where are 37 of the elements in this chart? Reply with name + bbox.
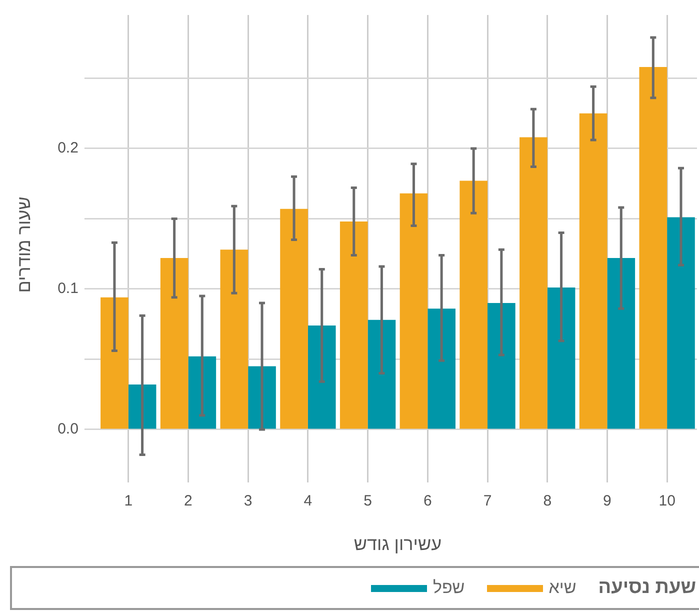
x-tick-label: 6 [423,492,432,510]
bar [460,180,488,429]
bar [520,137,548,429]
bar [368,320,396,429]
x-tick-label: 9 [603,492,612,510]
bar [248,366,276,429]
x-tick-label: 5 [364,492,372,510]
legend-label: שיא [548,578,576,598]
y-tick-label: 0.2 [58,140,78,157]
x-tick-label: 8 [543,492,552,510]
x-tick-label: 1 [124,492,133,510]
bar [579,113,608,429]
x-tick-label: 2 [184,492,192,510]
x-axis-title: עשירון גודש [354,534,442,554]
y-tick-label: 0.0 [58,420,78,438]
bar [400,193,428,429]
bar [220,250,248,429]
bar [547,288,576,429]
x-tick-label: 7 [483,492,492,510]
bar [639,66,668,429]
bar [428,308,456,429]
bar [607,258,636,429]
bar [667,217,695,429]
bar [280,208,308,429]
x-tick-label: 3 [244,492,252,510]
legend-label: שפל [432,578,465,598]
y-tick-label: 0.1 [58,280,78,298]
bar [188,356,216,429]
bar [308,325,336,429]
bar [160,258,188,429]
bar [488,303,516,429]
legend-title: שעת נסיעה [598,577,696,599]
bar [100,297,128,429]
x-tick-label: 10 [658,492,676,510]
bar [340,222,368,429]
y-axis-title: שעור מודרים [14,196,34,293]
x-tick-label: 4 [304,492,312,510]
